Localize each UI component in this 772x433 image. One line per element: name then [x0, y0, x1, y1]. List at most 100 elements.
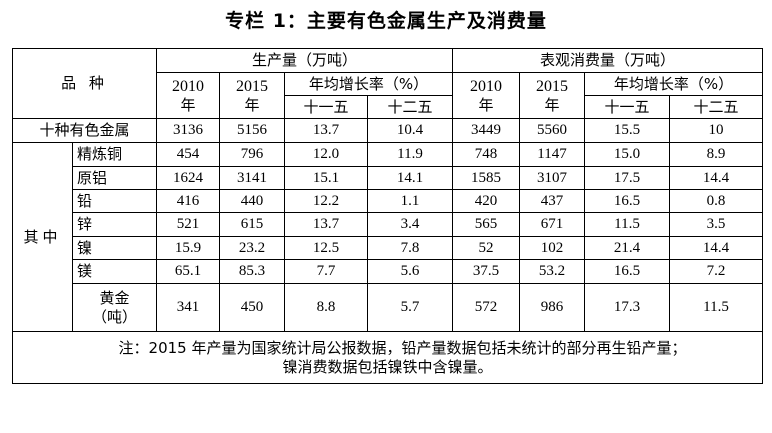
table-row: 原铝 1624 3141 15.1 14.1 1585 3107 17.5 14… — [13, 166, 764, 190]
cell: 5.6 — [366, 259, 454, 284]
cell: 572 — [452, 283, 521, 332]
cell: 8.8 — [284, 283, 368, 332]
table-row: 镁 65.1 85.3 7.7 5.6 37.5 53.2 16.5 7.2 — [13, 259, 764, 284]
cell: 11.5 — [669, 283, 764, 332]
row-label: 镍 — [72, 236, 157, 260]
row-label: 精炼铜 — [72, 142, 157, 167]
header-prod-growth: 年均增长率（%） — [283, 72, 454, 96]
cell: 341 — [156, 283, 220, 332]
cell: 1624 — [156, 166, 220, 190]
page-title: 专栏 1：主要有色金属生产及消费量 — [225, 10, 547, 32]
header-year-value: 2015 — [236, 77, 268, 95]
cell: 748 — [452, 142, 521, 167]
cell: 14.4 — [669, 166, 764, 190]
cell: 3107 — [519, 166, 586, 190]
cell: 14.1 — [366, 166, 454, 190]
cell: 796 — [219, 142, 285, 167]
cell: 3.4 — [366, 212, 454, 237]
cell: 37.5 — [452, 259, 521, 284]
cell: 15.1 — [284, 166, 368, 190]
header-prod-fyp12: 十二五 — [366, 95, 454, 119]
header-row-1: 品 种 生产量（万吨） 表观消费量（万吨） — [12, 48, 764, 119]
row-label-unit: （吨） — [91, 307, 137, 326]
cell: 14.4 — [669, 236, 764, 260]
row-label: 黄金 （吨） — [72, 283, 157, 332]
cell: 416 — [156, 189, 220, 213]
cell: 1585 — [452, 166, 521, 190]
cell: 16.5 — [584, 189, 671, 213]
row-label: 原铝 — [72, 166, 157, 190]
header-year-unit: 年 — [478, 95, 494, 114]
cell: 17.5 — [584, 166, 671, 190]
header-year-unit: 年 — [244, 95, 260, 114]
cell: 10.4 — [366, 118, 454, 143]
cell: 3449 — [452, 118, 521, 143]
header-cons-2010: 2010 年 — [452, 72, 521, 119]
header-cons-fyp12: 十二五 — [669, 95, 764, 119]
header-year-value: 2015 — [536, 77, 569, 95]
cell: 986 — [519, 283, 586, 332]
cell: 7.2 — [669, 259, 764, 284]
cell: 52 — [452, 236, 521, 260]
row-label-main: 黄金 — [99, 288, 130, 307]
cell: 11.5 — [584, 212, 671, 237]
cell: 102 — [519, 236, 586, 260]
row-label: 铅 — [72, 189, 157, 213]
group-label: 其中 — [12, 142, 73, 332]
row-label: 十种有色金属 — [12, 118, 157, 143]
cell: 21.4 — [584, 236, 671, 260]
cell: 0.8 — [669, 189, 764, 213]
cell: 13.7 — [284, 212, 368, 237]
row-label: 锌 — [72, 212, 157, 237]
table-row: 其中 精炼铜 454 796 12.0 11.9 748 1147 15.0 8… — [12, 142, 764, 332]
cell: 23.2 — [219, 236, 285, 260]
cell: 11.9 — [366, 142, 454, 167]
cell: 53.2 — [519, 259, 586, 284]
table-row: 铅 416 440 12.2 1.1 420 437 16.5 0.8 — [13, 189, 764, 213]
cell: 16.5 — [584, 259, 671, 284]
header-prod-2010: 2010 年 — [156, 72, 220, 119]
cell: 10 — [669, 118, 764, 143]
cell: 85.3 — [219, 259, 285, 284]
cell: 521 — [156, 212, 220, 237]
cell: 450 — [219, 283, 285, 332]
note-line-2: 镍消费数据包括镍铁中含镍量。 — [282, 357, 493, 376]
header-cons-fyp11: 十一五 — [584, 95, 671, 119]
cell: 440 — [219, 189, 285, 213]
cell: 615 — [219, 212, 285, 237]
header-row-2: 2010 年 2015 年 年均增长率（%） 2010 年 2015 年 年均增… — [13, 72, 764, 119]
header-row-3: 十一五 十二五 十一五 十二五 — [13, 95, 764, 119]
cell: 1.1 — [366, 189, 454, 213]
cell: 1147 — [519, 142, 586, 167]
header-prod-fyp11: 十一五 — [284, 95, 368, 119]
cell: 671 — [519, 212, 586, 237]
cell: 12.5 — [284, 236, 368, 260]
header-cons-growth: 年均增长率（%） — [584, 72, 764, 96]
cell: 13.7 — [284, 118, 368, 143]
table-row: 镍 15.9 23.2 12.5 7.8 52 102 21.4 14.4 — [13, 236, 764, 260]
cell: 437 — [519, 189, 586, 213]
cell: 7.7 — [284, 259, 368, 284]
cell: 5156 — [219, 118, 285, 143]
cell: 454 — [156, 142, 220, 167]
note-line-1: 注：2015 年产量为国家统计局公报数据，铅产量数据包括未统计的部分再生铅产量； — [118, 338, 687, 357]
header-year-value: 2010 — [470, 77, 503, 95]
header-variety-text: 品 种 — [61, 74, 108, 92]
cell: 565 — [452, 212, 521, 237]
header-cons-2015: 2015 年 — [519, 72, 586, 119]
cell: 15.5 — [584, 118, 671, 143]
cell: 420 — [452, 189, 521, 213]
table-row-total: 十种有色金属 3136 5156 13.7 10.4 3449 5560 15.… — [12, 118, 764, 143]
cell: 5.7 — [366, 283, 454, 332]
cell: 8.9 — [669, 142, 764, 167]
cell: 15.9 — [156, 236, 220, 260]
header-prod-2015: 2015 年 — [219, 72, 285, 119]
header-variety: 品 种 — [12, 48, 157, 119]
cell: 15.0 — [584, 142, 671, 167]
header-year-unit: 年 — [180, 95, 196, 114]
header-production: 生产量（万吨） — [155, 48, 454, 73]
table-note: 注：2015 年产量为国家统计局公报数据，铅产量数据包括未统计的部分再生铅产量；… — [11, 331, 764, 384]
cell: 3136 — [156, 118, 220, 143]
header-year-unit: 年 — [544, 95, 560, 114]
cell: 5560 — [519, 118, 586, 143]
